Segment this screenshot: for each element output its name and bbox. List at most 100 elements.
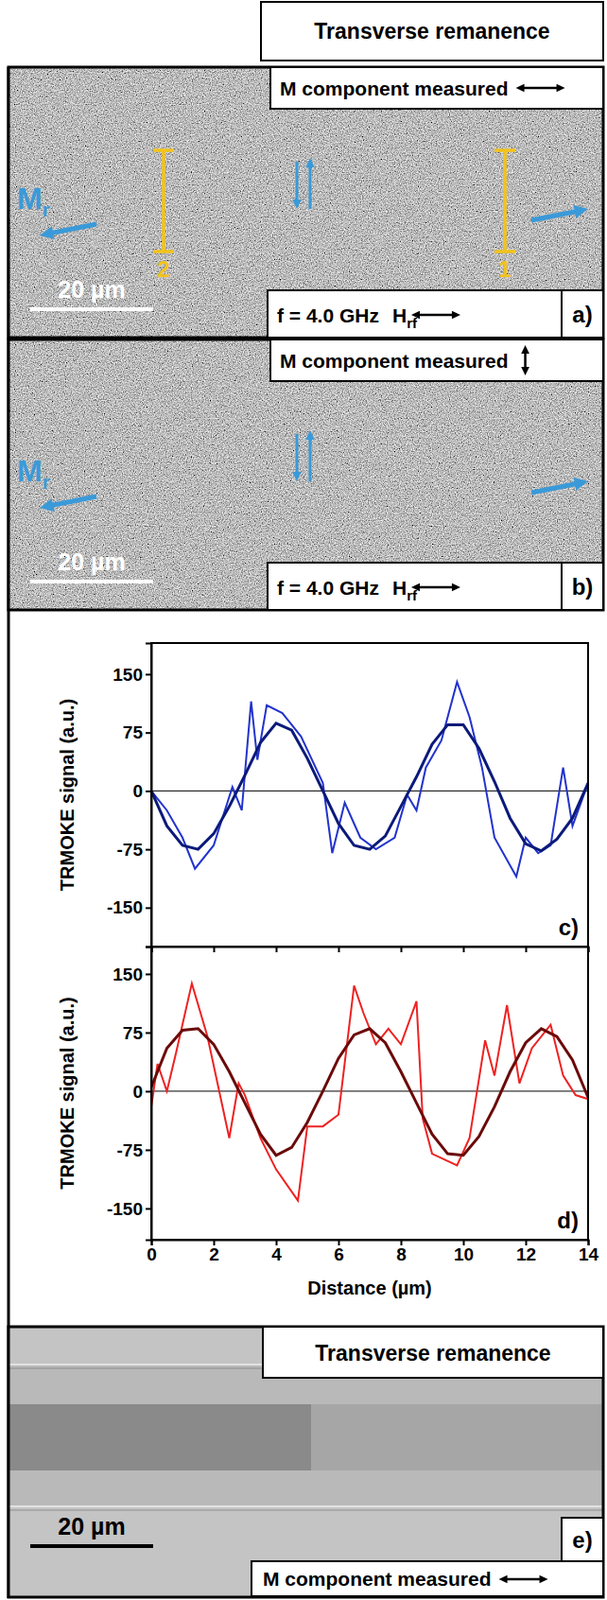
tick-label: 0 [146, 1244, 157, 1265]
y-axis: -150-75075150 [106, 643, 153, 948]
tick-label: 0 [132, 1081, 143, 1102]
arrow-head [305, 430, 315, 440]
arrow-head [411, 583, 420, 592]
tick-label: -75 [117, 839, 144, 860]
tick: 150 [112, 964, 152, 985]
magnetization-label: Mr [17, 181, 51, 221]
arrow-head [573, 205, 589, 219]
y-axis-title: TRMOKE signal (a.u.) [56, 698, 78, 891]
component-text: M component measured [279, 349, 509, 372]
tick: 14 [578, 1239, 600, 1265]
tick: -150 [106, 1198, 152, 1219]
arrow-shaft [531, 210, 578, 221]
arrow-head [451, 583, 461, 592]
series-line [151, 723, 589, 851]
tick-label: 75 [122, 722, 144, 743]
arrow-shaft [295, 433, 299, 474]
marker-label: 1 [498, 256, 511, 282]
sample-image [8, 1326, 604, 1597]
y-axis-title: TRMOKE signal (a.u.) [56, 996, 78, 1189]
tick-label: 150 [112, 664, 143, 685]
image-panel: M component measuredMr20 µmf = 4.0 GHzHr… [8, 339, 604, 610]
tick: 75 [122, 722, 152, 743]
field-subscript: rf [406, 587, 418, 604]
field-symbol: H [392, 576, 407, 599]
stripe-edge [8, 1505, 604, 1508]
tick: 6 [333, 1239, 345, 1265]
plot-area [151, 681, 589, 877]
arrow-head [292, 199, 302, 209]
marker-label: 2 [156, 256, 170, 282]
marker-bar [161, 150, 166, 252]
component-box [270, 339, 604, 382]
component-text: M component measured [262, 1567, 492, 1590]
arrow-head [411, 311, 420, 320]
panel-letter: b) [572, 573, 594, 600]
component-text: M component measured [279, 77, 509, 100]
y-axis: -150-75075150 [106, 947, 153, 1241]
tick-label: 4 [271, 1244, 282, 1265]
panel-letter: d) [556, 1207, 579, 1233]
panel-frame [8, 1326, 604, 1597]
frequency-text: f = 4.0 GHz Hrf [277, 576, 418, 604]
panel-letter: e) [572, 1526, 592, 1553]
double-arrow-shaft [417, 313, 454, 317]
arrow-shaft [50, 224, 97, 234]
tick: 12 [516, 1239, 537, 1265]
magnetization-subscript: r [42, 198, 51, 221]
scale-bar-label: 20 µm [57, 276, 125, 303]
arrow-head [305, 157, 315, 168]
panel-letter: a) [572, 301, 592, 328]
tick-label: 14 [578, 1244, 600, 1265]
arrow-head [516, 84, 525, 93]
figure: Transverse remanence M component measured… [0, 0, 607, 1600]
plot-area [151, 983, 589, 1201]
tick: -75 [117, 1140, 152, 1161]
tick: 150 [112, 664, 152, 685]
field-symbol: H [392, 304, 407, 327]
scale-bar [30, 1543, 154, 1548]
arrow-shaft [309, 165, 313, 209]
frequency-value: f = 4.0 GHz [277, 576, 380, 599]
panel-title: Transverse remanence [314, 1340, 551, 1366]
marker-bar [502, 150, 507, 252]
arrow-head [451, 311, 461, 320]
plot-frame [151, 642, 589, 947]
scale-bar [30, 307, 154, 312]
arrow-shaft [295, 161, 299, 202]
arrow-head [499, 1575, 508, 1584]
dark-domain [8, 1404, 312, 1471]
magnetization-symbol: M [17, 453, 43, 488]
marker-cap [153, 148, 174, 153]
double-arrow-shaft [505, 1578, 542, 1581]
panel-letter: c) [558, 914, 579, 940]
frequency-text: f = 4.0 GHzHrf [277, 304, 418, 331]
arrow-head [573, 477, 589, 491]
frequency-box [267, 562, 562, 610]
chart: -150-7507515002468101214TRMOKE signal (a… [56, 946, 599, 1299]
image-panel: Transverse remanence 20 µm e) M component m… [8, 1326, 604, 1597]
panel-frame [8, 339, 604, 610]
arrow-head [39, 498, 54, 512]
tick: 0 [132, 1081, 152, 1102]
tick-label: -75 [117, 1140, 144, 1161]
tick: 0 [146, 1239, 157, 1265]
sample-stripe [8, 1364, 604, 1507]
panel-letter-box [561, 562, 604, 610]
header: Transverse remanence [260, 1, 604, 61]
tick-label: -150 [106, 1198, 143, 1219]
tick-label: 8 [396, 1244, 407, 1265]
field-subscript: rf [406, 314, 418, 331]
tick: 8 [396, 1239, 407, 1265]
tick: 10 [453, 1239, 474, 1265]
tick-label: 2 [208, 1244, 220, 1265]
double-arrow-shaft [523, 351, 527, 369]
scale-bar-label: 20 µm [57, 1512, 125, 1540]
header-box [260, 1, 604, 61]
x-axis-title: Distance (µm) [307, 1277, 433, 1299]
tick: -150 [106, 897, 152, 918]
arrow-head [539, 1575, 549, 1584]
arrow-shaft [531, 483, 578, 493]
series-line [151, 1028, 589, 1156]
stripe-edge [8, 1509, 604, 1511]
